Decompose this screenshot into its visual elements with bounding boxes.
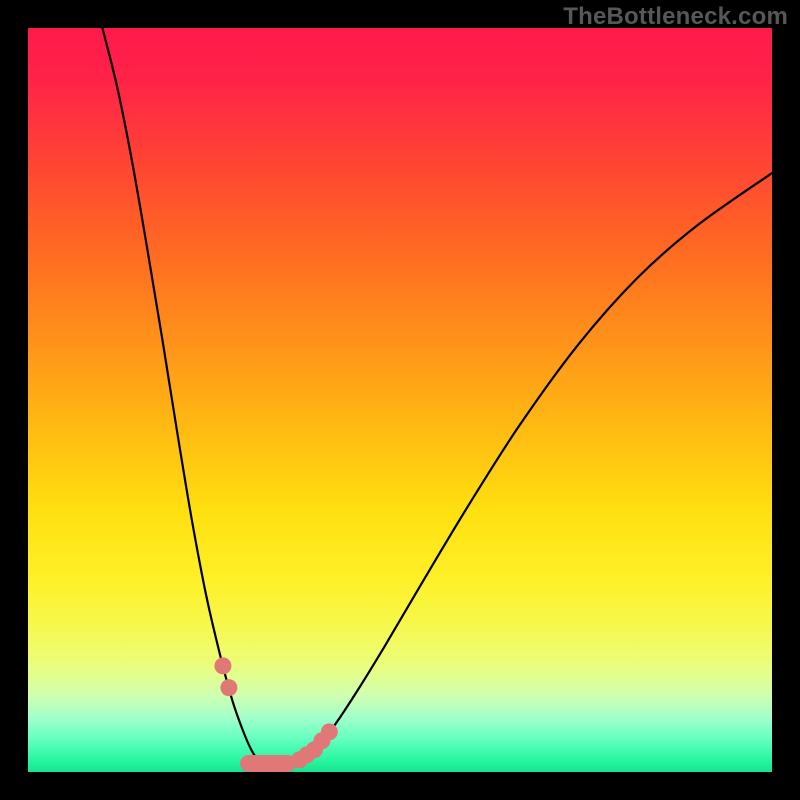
watermark-text: TheBottleneck.com <box>563 3 788 31</box>
floor-marker-dot <box>214 657 231 674</box>
floor-bar <box>240 755 296 772</box>
floor-marker-dot <box>220 679 237 696</box>
bottleneck-chart <box>0 0 800 800</box>
plot-background <box>28 28 772 772</box>
floor-marker-dot <box>321 723 338 740</box>
